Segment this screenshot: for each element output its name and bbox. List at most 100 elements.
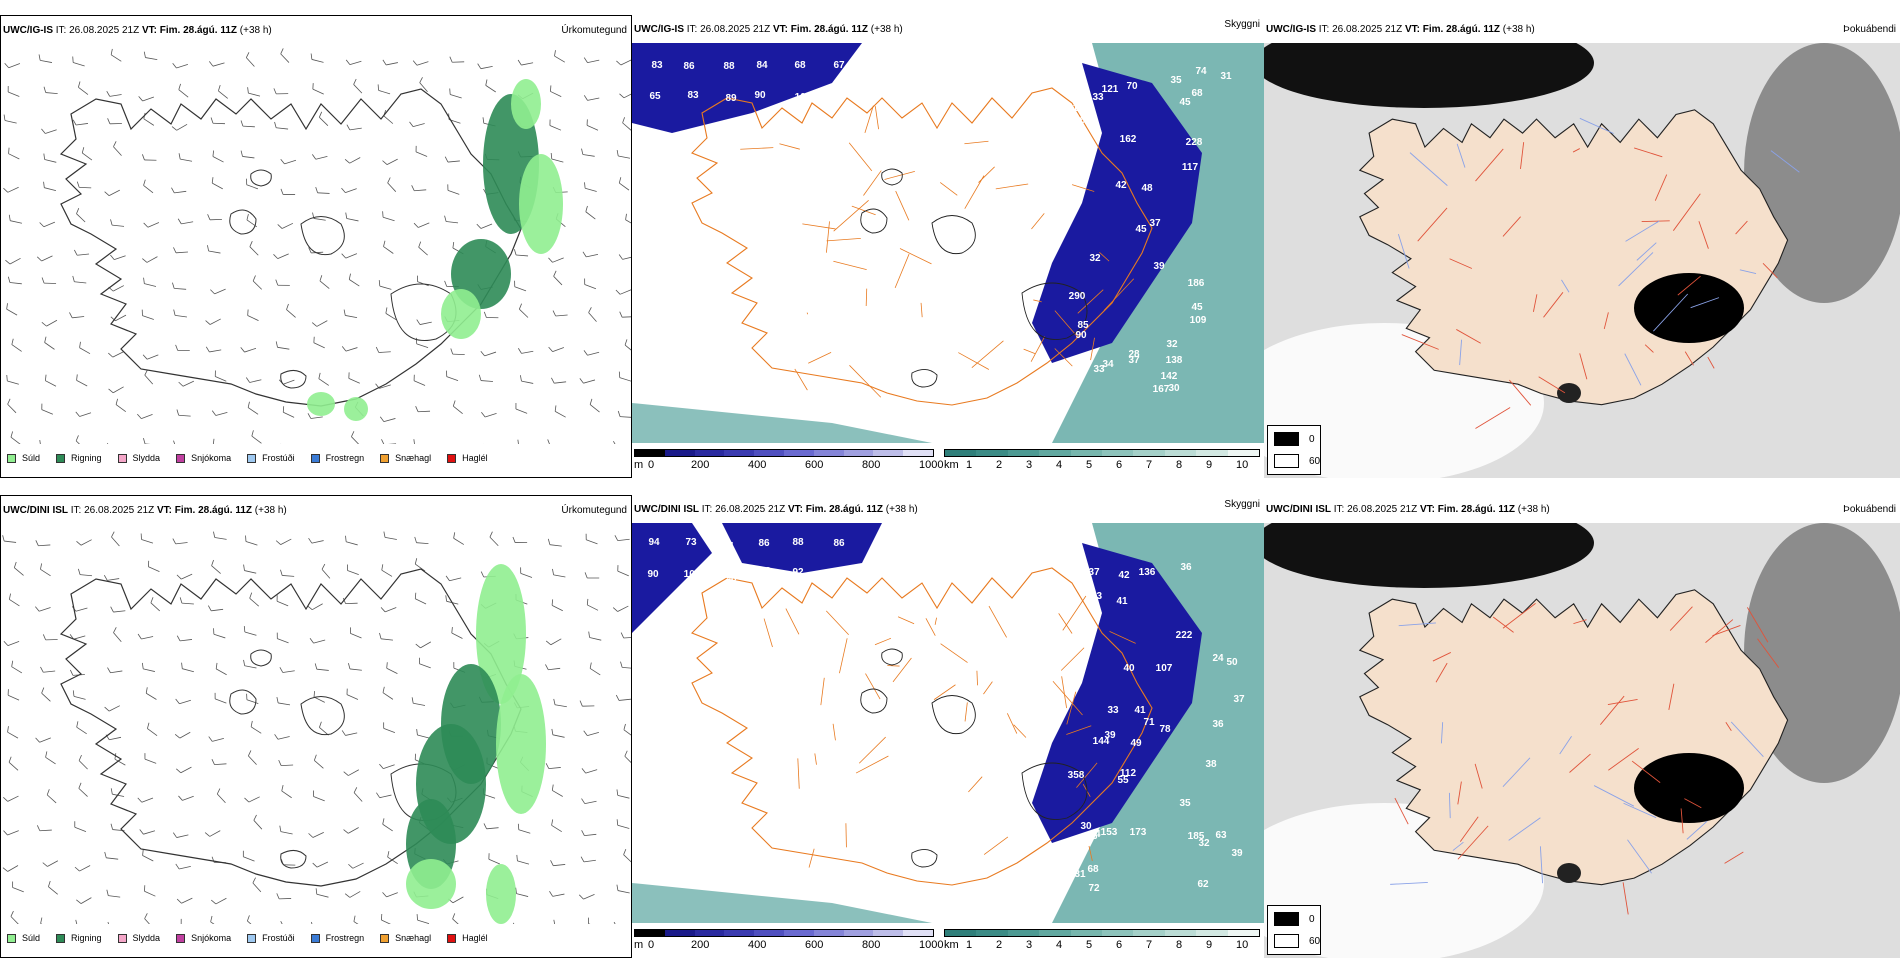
wind-barb — [484, 312, 498, 318]
tick-label: 10 — [1236, 459, 1248, 471]
wind-barb — [77, 374, 88, 386]
visibility-value: 86 — [758, 538, 770, 549]
wind-barb — [354, 916, 364, 924]
wind-barb — [172, 283, 186, 290]
precip-map — [1, 44, 632, 444]
init-time: IT: 26.08.2025 21Z — [1334, 504, 1417, 515]
legend-item: Rigning — [56, 933, 102, 943]
legend-swatch — [311, 934, 320, 943]
wind-barb — [44, 87, 58, 94]
legend-swatch — [176, 934, 185, 943]
legend-label: Súld — [22, 453, 40, 463]
wind-barb — [42, 404, 53, 415]
wind-barb — [379, 633, 392, 640]
panel-title: Úrkomutegund — [561, 25, 627, 37]
wind-barb — [248, 87, 260, 96]
cloud-legend-value: 0 — [1309, 434, 1315, 445]
wind-barb — [451, 348, 465, 354]
visibility-value: 74 — [1195, 66, 1207, 77]
legend-swatch — [447, 454, 456, 463]
wind-barb — [174, 310, 187, 317]
wind-barb — [489, 853, 500, 864]
wind-barb — [8, 86, 19, 96]
visibility-value: 66 — [1075, 148, 1087, 159]
wind-barb — [37, 825, 51, 830]
wind-barb — [8, 277, 21, 284]
wind-barb — [276, 341, 289, 349]
wind-barb — [481, 351, 496, 356]
wind-barb — [414, 439, 426, 444]
wind-barb — [349, 372, 360, 383]
tick-label: 1 — [966, 939, 972, 951]
legend-swatch — [447, 934, 456, 943]
wind-barb — [111, 315, 126, 321]
wind-barb — [347, 689, 358, 700]
panel-title: Úrkomutegund — [561, 505, 627, 517]
wind-barb — [618, 411, 632, 417]
wind-barb — [354, 79, 362, 93]
wind-barb — [283, 406, 294, 417]
tick-label: 5 — [1086, 939, 1092, 951]
precip-area — [519, 154, 563, 254]
visibility-value: 49 — [1130, 738, 1142, 749]
wind-barb — [276, 539, 291, 545]
wind-barb — [513, 537, 527, 543]
cloud-map-svg — [1264, 523, 1900, 958]
wind-barb — [515, 281, 526, 291]
wind-barb — [179, 381, 194, 386]
visibility-value: 32 — [1089, 253, 1101, 264]
glacier-outline — [301, 217, 344, 255]
wind-barb — [247, 179, 258, 189]
wind-barb — [216, 663, 226, 675]
wind-barb — [173, 441, 187, 444]
visibility-value: 117 — [1182, 162, 1199, 173]
wind-barb — [586, 206, 596, 219]
precip-map-svg — [1, 524, 632, 924]
wind-barb — [315, 663, 329, 670]
wind-barb — [552, 819, 562, 831]
wind-barb — [11, 911, 19, 924]
visibility-value: 162 — [1120, 134, 1137, 145]
visibility-value: 24 — [1212, 653, 1224, 664]
wind-barb — [342, 254, 357, 258]
wind-barb — [388, 178, 396, 192]
tick-label: 9 — [1206, 939, 1212, 951]
visibility-value: 222 — [1176, 630, 1193, 641]
wind-barb — [346, 536, 358, 545]
wind-barb — [40, 667, 55, 672]
wind-barb — [590, 399, 599, 412]
legend-swatch — [7, 454, 16, 463]
wind-barb — [207, 245, 220, 253]
visibility-value: 37 — [1088, 567, 1100, 578]
wind-barb — [244, 797, 259, 802]
cloud-legend-value: 60 — [1309, 456, 1320, 467]
wind-barb — [414, 375, 425, 386]
wind-barb — [579, 894, 594, 899]
wind-barb — [76, 920, 89, 924]
wind-barb — [546, 763, 561, 768]
wind-barb — [40, 222, 55, 227]
wind-barb — [589, 632, 602, 641]
tick-label: 7 — [1146, 939, 1152, 951]
legend-item: Frostúði — [247, 453, 295, 463]
wind-barb — [244, 626, 256, 635]
legend-swatch — [380, 454, 389, 463]
wind-barb — [311, 53, 323, 62]
wind-barb — [41, 918, 51, 924]
visibility-value: 33 — [1107, 705, 1119, 716]
wind-barb — [41, 129, 56, 134]
fog-area — [1634, 753, 1744, 823]
wind-barb — [580, 378, 595, 383]
wind-barb — [105, 190, 120, 196]
wind-barb — [277, 633, 288, 643]
wind-barb — [378, 84, 390, 93]
wind-barb — [4, 115, 17, 124]
wind-barb — [177, 409, 191, 416]
wind-barb — [278, 223, 293, 228]
wind-barb — [555, 405, 566, 417]
wind-barb — [412, 697, 425, 705]
legend-item: Rigning — [56, 453, 102, 463]
wind-barb — [415, 537, 429, 544]
wind-barb — [387, 662, 398, 673]
